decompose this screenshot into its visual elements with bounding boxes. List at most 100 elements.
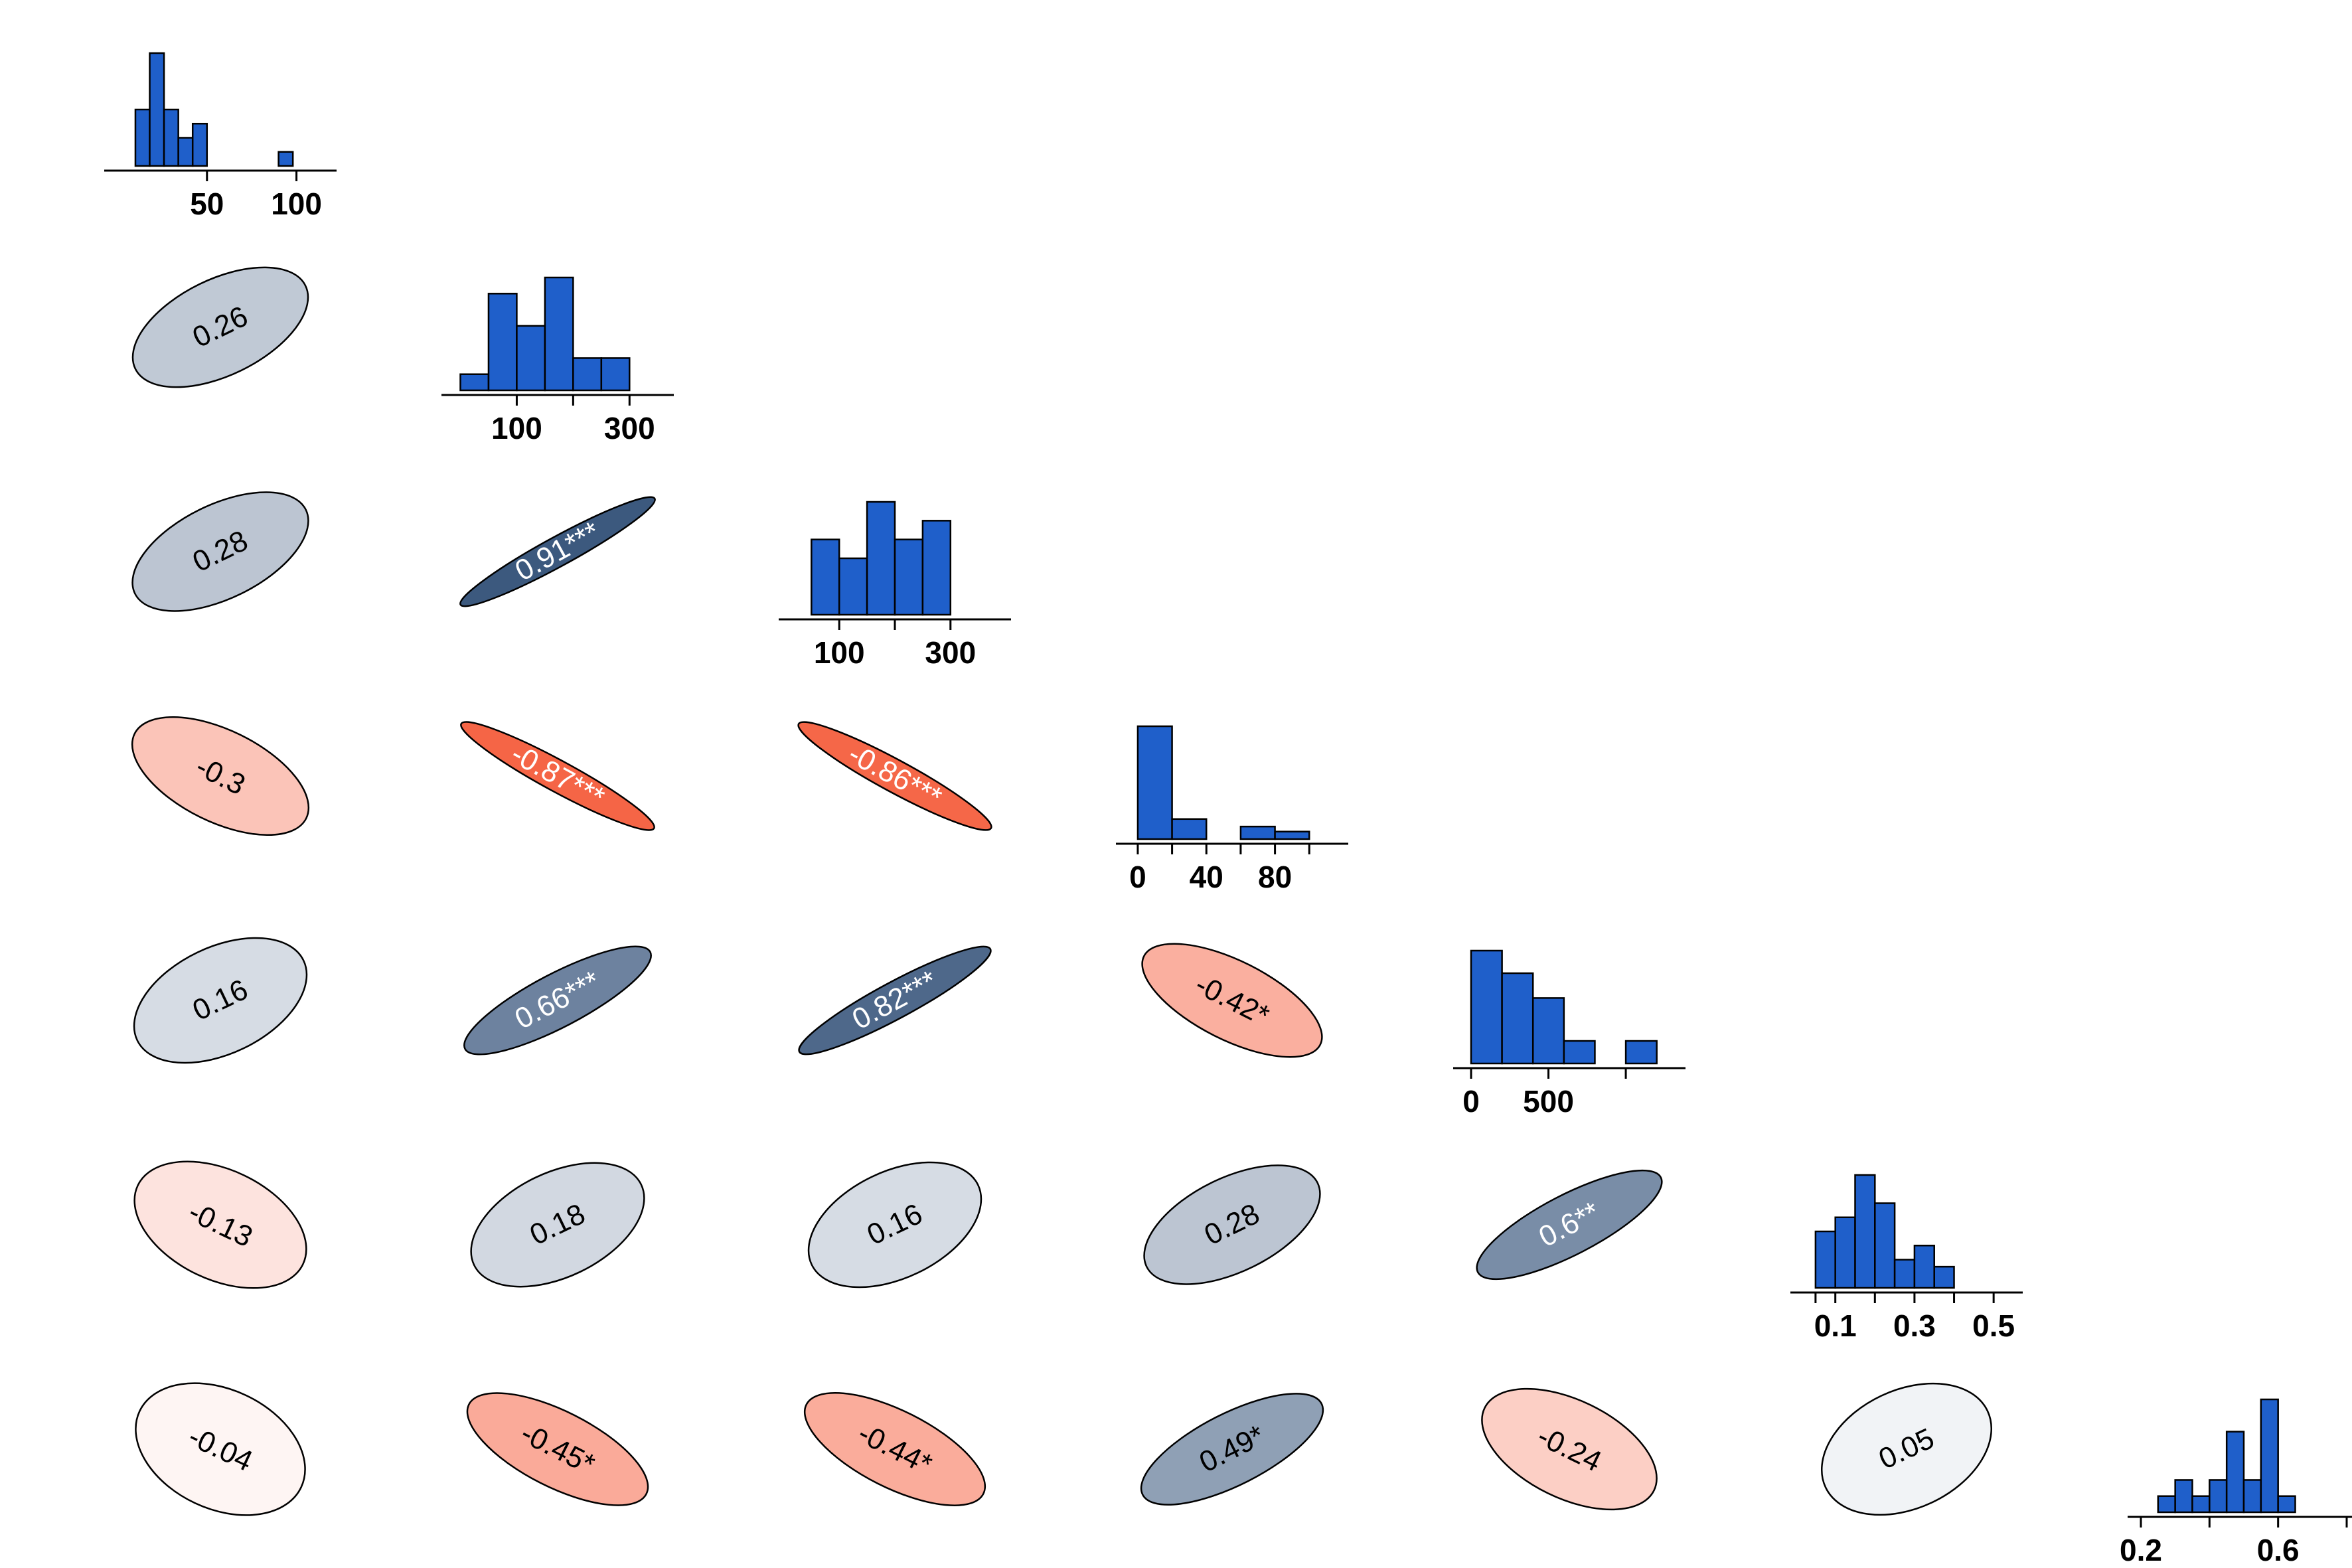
histogram-bar [1274,830,1310,840]
x-tick-label: 100 [814,635,865,670]
correlation-ellipse [466,1392,649,1506]
histogram-bar [1913,1245,1935,1289]
histogram-bar [1834,1216,1856,1289]
correlation-ellipse [797,721,992,831]
correlation-ellipse-6-0: -0.04 [135,1382,306,1516]
correlation-ellipse-6-1: -0.45* [466,1392,649,1506]
histogram-bar [838,557,868,616]
correlation-ellipse-6-5: 0.05 [1820,1382,1993,1516]
histogram-bar [1171,818,1208,840]
histogram-bar [572,357,603,392]
correlation-ellipse [133,1160,307,1289]
histogram-bar [134,108,151,167]
histogram-bar [811,538,840,616]
correlation-ellipse [1820,1382,1993,1516]
correlation-ellipse-6-2: -0.44* [803,1392,986,1506]
histogram-bar [1933,1265,1955,1289]
correlation-ellipse [803,1392,986,1506]
histogram-bar [1874,1202,1896,1289]
correlation-ellipse [463,945,652,1056]
histogram-bar [1470,949,1503,1065]
correlation-ellipse [131,716,310,836]
correlation-ellipse [798,945,992,1056]
correlation-ellipse-3-1: -0.87*** [460,721,655,831]
histogram-bar [1501,972,1534,1065]
histogram-7: 0.2 0.6 [2120,1398,2352,1567]
histogram-bar [1893,1259,1916,1289]
histogram-bar [2157,1495,2176,1514]
histogram-bar [459,373,490,392]
histogram-bar [544,276,574,392]
x-tick-label: 300 [604,411,655,445]
correlation-ellipse [131,491,309,612]
correlation-ellipse [1143,1164,1321,1285]
x-tick-label: 50 [190,187,224,221]
histogram-4: 0 40 80 [1116,725,1348,894]
correlation-ellipse-5-0: -0.13 [133,1160,307,1289]
x-tick-label: 0 [1462,1084,1480,1119]
x-tick-label: 0.1 [1814,1308,1857,1343]
histogram-bar [1814,1230,1836,1289]
histogram-bar [600,357,631,392]
correlation-ellipse-2-0: 0.28 [131,491,309,612]
histogram-bar [2277,1495,2296,1514]
histogram-bar [1563,1040,1596,1065]
correlation-ellipse [133,937,308,1064]
histogram-bar [487,293,518,392]
histogram-bar [866,501,896,616]
histogram-bar [921,520,952,616]
correlation-ellipse-1-0: 0.26 [131,266,309,388]
histogram-bar [1137,725,1173,840]
histogram-bar [1239,825,1276,840]
correlation-ellipse [459,496,656,607]
correlation-ellipse-4-3: -0.42* [1141,943,1323,1058]
correlation-ellipse-3-0: -0.3 [131,716,310,836]
correlation-ellipse-4-0: 0.16 [133,937,308,1064]
histogram-3: 100 300 [779,501,1011,670]
x-tick-label: 0.6 [2257,1533,2300,1567]
x-tick-label: 0.3 [1893,1308,1936,1343]
histogram-bar [177,137,194,167]
histogram-bar [2209,1479,2228,1514]
histogram-bar [1624,1040,1658,1065]
histogram-bar [149,52,165,167]
x-tick-label: 80 [1258,860,1292,894]
histogram-bar [2174,1479,2193,1514]
x-tick-label: 100 [491,411,542,445]
correlation-ellipse [135,1382,306,1516]
correlation-ellipse [1481,1387,1658,1511]
correlation-ellipse-4-1: 0.66*** [463,945,652,1056]
correlation-ellipse [470,1162,645,1288]
correlation-ellipse [807,1161,982,1289]
histogram-6: 0.1 0.3 0.5 [1790,1174,2023,1343]
histogram-bar [2225,1431,2245,1514]
correlation-ellipse [1476,1169,1663,1281]
correlation-label: -0.87*** [506,738,610,814]
x-tick-label: 0 [1129,860,1146,894]
correlation-ellipse [1140,1393,1324,1506]
histogram-1: 50 100 [104,52,337,221]
correlation-ellipse-6-3: 0.49* [1140,1393,1324,1506]
x-tick-label: 0.5 [1972,1308,2015,1343]
histogram-bar [2242,1479,2262,1514]
x-tick-label: 300 [925,635,976,670]
histogram-5: 0 500 [1453,949,1686,1119]
correlation-ellipse-5-3: 0.28 [1143,1164,1321,1285]
histogram-bar [894,538,924,616]
correlation-ellipse-2-1: 0.91*** [459,496,656,607]
histogram-bar [191,123,208,167]
correlation-ellipse [460,721,655,831]
x-tick-label: 0.2 [2120,1533,2162,1567]
correlation-ellipse [131,266,309,388]
correlation-label: 0.91*** [510,515,605,588]
histogram-bar [1854,1174,1876,1289]
histogram-bar [2260,1398,2279,1514]
correlation-label: -0.86*** [843,738,947,814]
correlation-ellipse-4-2: 0.82*** [798,945,992,1056]
correlation-ellipse-5-4: 0.6** [1476,1169,1663,1281]
histogram-2: 100 300 [441,276,674,445]
histogram-bar [2191,1495,2211,1514]
correlation-ellipse-5-1: 0.18 [470,1162,645,1288]
